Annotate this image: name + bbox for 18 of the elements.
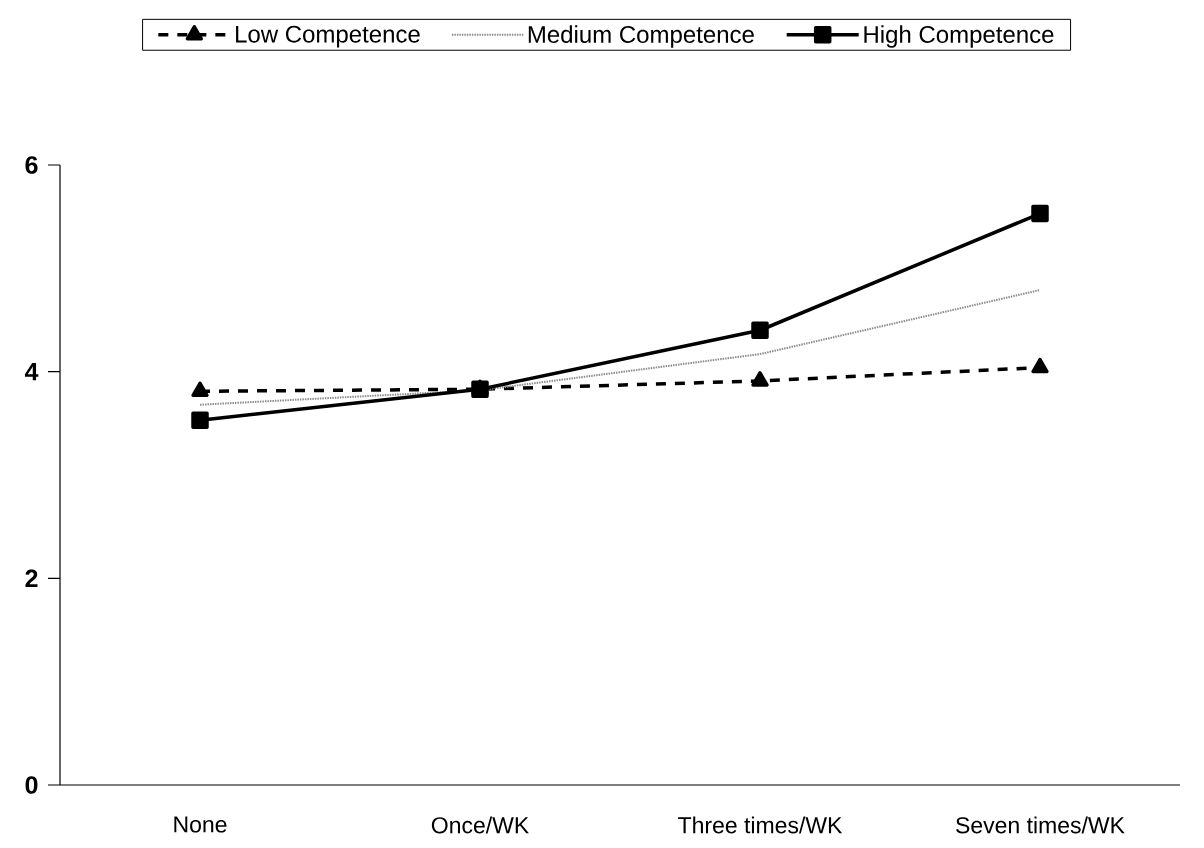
point xyxy=(751,371,769,387)
y-tick-label: 2 xyxy=(25,569,38,588)
legend-label: Low Competence xyxy=(236,25,420,48)
point xyxy=(191,411,209,429)
x-tick-label: Once/WK xyxy=(431,816,529,834)
x-tick-label: None xyxy=(174,816,227,833)
point xyxy=(1031,357,1049,374)
legend-label: Medium Competence xyxy=(528,25,754,48)
y-tick-label: 4 xyxy=(24,363,39,381)
y-tick-label: 0 xyxy=(25,776,38,794)
x-tick-label: Three times/WK xyxy=(678,816,843,834)
line-series xyxy=(199,289,1041,406)
x-tick-label: Seven times/WK xyxy=(956,816,1125,834)
point xyxy=(751,321,769,340)
y-tick-label: 6 xyxy=(25,156,38,174)
legend-label: High Competence xyxy=(864,25,1054,48)
point xyxy=(191,381,209,398)
point xyxy=(1031,204,1049,223)
